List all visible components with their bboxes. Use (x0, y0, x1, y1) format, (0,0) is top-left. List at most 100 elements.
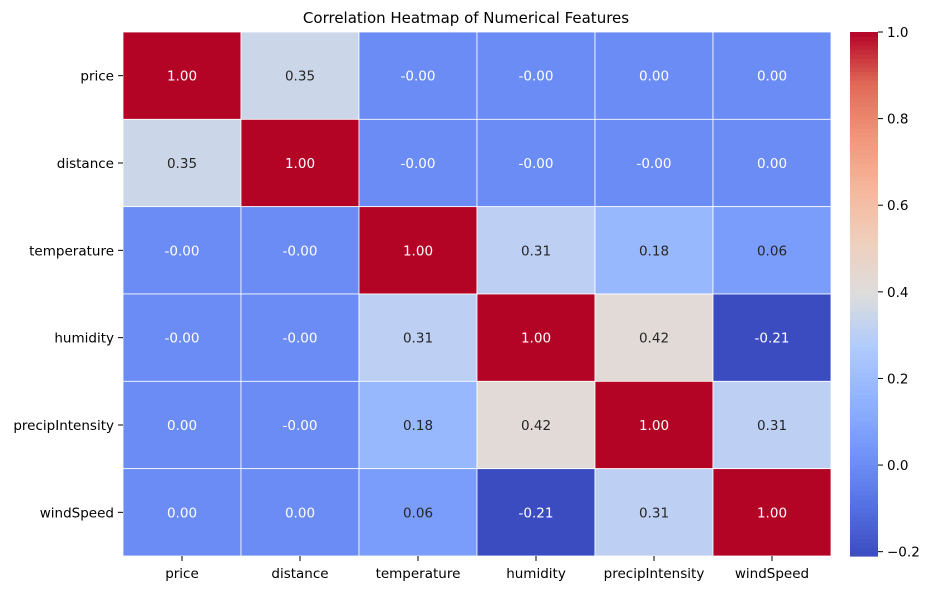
colorbar-segment (850, 75, 878, 81)
heatmap-cell (594, 206, 714, 295)
heatmap-cell (240, 118, 360, 208)
cell-value-label: 1.00 (285, 156, 315, 172)
colorbar-segment (850, 516, 878, 522)
heatmap-cell (712, 118, 832, 208)
cell-value-label: 0.00 (757, 69, 787, 85)
heatmap-cell (240, 31, 360, 120)
colorbar-segment (850, 468, 878, 474)
colorbar-segment (850, 132, 878, 138)
heatmap-cell (122, 206, 242, 295)
cell-value-label: 0.31 (757, 418, 787, 434)
heatmap-cell (594, 293, 714, 382)
heatmap-cell (122, 380, 242, 470)
colorbar: −0.2 0.0 0.2 0.4 0.6 0.8 1.0 (850, 25, 920, 561)
colorbar-segment (850, 267, 878, 273)
colorbar-segment (850, 403, 878, 409)
colorbar-segment (850, 446, 878, 452)
colorbar-segment (850, 136, 878, 142)
colorbar-segment (850, 215, 878, 221)
colorbar-segment (850, 171, 878, 177)
colorbar-segment (850, 224, 878, 230)
cell-value-label: 0.00 (757, 156, 787, 172)
row-label: humidity (54, 331, 114, 347)
cell-value-label: 1.00 (639, 418, 669, 434)
cell-value-label: 0.00 (167, 505, 197, 521)
cell-value-label: 0.42 (639, 331, 669, 347)
colorbar-segment (850, 521, 878, 527)
colorbar-segment (850, 128, 878, 134)
colorbar-segment (850, 141, 878, 147)
heatmap-cell (122, 293, 242, 382)
colorbar-segment (850, 451, 878, 457)
colorbar-segment (850, 355, 878, 361)
colorbar-segment (850, 529, 878, 535)
colorbar-segment (850, 481, 878, 487)
colorbar-segment (850, 407, 878, 413)
colorbar-segment (850, 298, 878, 304)
colorbar-segment (850, 337, 878, 343)
colorbar-segment (850, 342, 878, 347)
cell-value-label: -0.00 (519, 69, 554, 85)
heatmap-cell (712, 468, 832, 557)
heatmap-cell (594, 468, 714, 557)
colorbar-segment (850, 211, 878, 216)
heatmap-cell (712, 31, 832, 120)
colorbar-segment (850, 311, 878, 317)
row-labels: price distance temperature humidity precipIn… (13, 69, 123, 521)
cell-value-label: -0.21 (519, 505, 554, 521)
heatmap-cell (240, 293, 360, 382)
colorbar-segment (850, 254, 878, 260)
column-label: temperature (376, 566, 461, 582)
colorbar-segment (850, 106, 878, 112)
column-label: precipIntensity (604, 566, 705, 582)
heatmap-cell (712, 380, 832, 470)
colorbar-segment (850, 58, 878, 64)
colorbar-segment (850, 158, 878, 164)
colorbar-segment (850, 280, 878, 286)
cell-value-label: 0.35 (285, 69, 315, 85)
row-label: price (80, 69, 114, 85)
colorbar-segment (850, 420, 878, 426)
colorbar-tick-label: 0.6 (887, 198, 908, 214)
row-label: temperature (29, 243, 114, 259)
row-label: precipIntensity (13, 418, 114, 434)
cell-value-label: -0.00 (401, 69, 436, 85)
cell-value-label: 0.18 (639, 243, 669, 259)
colorbar-segment (850, 464, 878, 470)
colorbar-segment (850, 333, 878, 339)
colorbar-segment (850, 45, 878, 51)
colorbar-segment (850, 350, 878, 356)
row-label: windSpeed (40, 505, 114, 521)
heatmap-cell (712, 293, 832, 382)
cell-value-label: 0.00 (639, 69, 669, 85)
cell-value-label: 0.31 (639, 505, 669, 521)
colorbar-segment (850, 320, 878, 326)
cell-value-label: 1.00 (403, 243, 433, 259)
colorbar-segment (850, 324, 878, 330)
colorbar-segment (850, 263, 878, 269)
heatmap-cell (476, 293, 596, 382)
colorbar-segment (850, 302, 878, 308)
colorbar-segment (850, 390, 878, 396)
heatmap-cell (240, 206, 360, 295)
colorbar-tick-label: 1.0 (887, 25, 908, 41)
colorbar-segment (850, 245, 878, 251)
cell-value-label: -0.21 (755, 331, 790, 347)
chart-title: Correlation Heatmap of Numerical Feature… (303, 9, 629, 27)
colorbar-tick-label: −0.2 (887, 545, 920, 561)
cell-value-label: -0.00 (401, 156, 436, 172)
colorbar-segment (850, 163, 878, 168)
colorbar-segment (850, 62, 878, 68)
colorbar-segment (850, 40, 878, 46)
heatmap-cells (122, 31, 832, 557)
colorbar-segment (850, 93, 878, 99)
heatmap-cell (594, 380, 714, 470)
colorbar-segment (850, 307, 878, 313)
cell-value-label: 1.00 (757, 505, 787, 521)
colorbar-segment (850, 328, 878, 334)
colorbar-segment (850, 494, 878, 500)
colorbar-segment (850, 80, 878, 85)
heatmap-cell (358, 293, 478, 382)
colorbar-segment (850, 411, 878, 417)
